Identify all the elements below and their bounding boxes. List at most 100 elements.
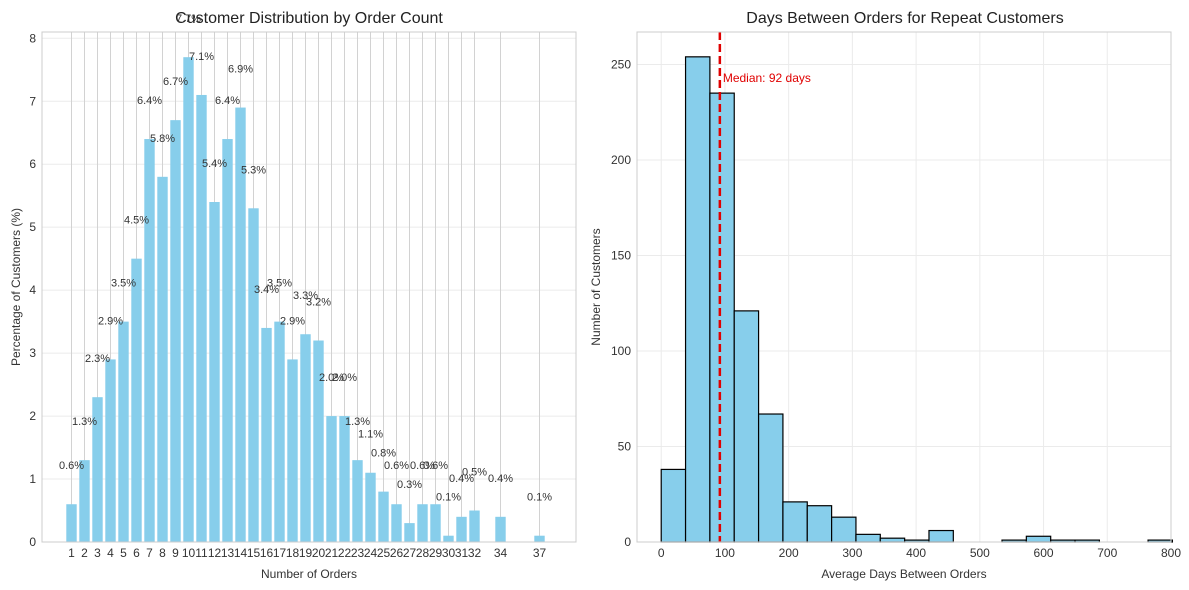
chart1-bar-label: 2.3% bbox=[85, 353, 110, 365]
chart1-bar-label: 2.9% bbox=[98, 315, 123, 327]
chart2-hist-bar bbox=[733, 310, 760, 543]
chart1-bar bbox=[261, 327, 272, 542]
chart1-bar-label: 0.6% bbox=[59, 460, 84, 472]
chart1-bar-label: 5.3% bbox=[241, 164, 266, 176]
chart1-y-tick-label: 8 bbox=[29, 31, 36, 45]
chart1-bar-label: 0.5% bbox=[462, 467, 487, 479]
chart1-bar bbox=[144, 139, 155, 542]
chart2-y-tick-label: 50 bbox=[618, 439, 632, 453]
chart1-x-tick-label: 19 bbox=[299, 546, 313, 560]
chart1-bar bbox=[157, 176, 168, 542]
chart2-hist-bar bbox=[855, 533, 881, 543]
chart2-hist-bar bbox=[1025, 535, 1052, 543]
chart1-bar-label: 2.0% bbox=[319, 372, 344, 384]
chart1-x-tick-label: 25 bbox=[377, 546, 391, 560]
chart2-x-tick-label: 800 bbox=[1161, 546, 1181, 560]
chart1-x-tick-label: 12 bbox=[208, 546, 222, 560]
chart1-x-tick-label: 13 bbox=[221, 546, 235, 560]
chart1-title: Customer Distribution by Order Count bbox=[175, 10, 443, 27]
chart2-x-tick-label: 600 bbox=[1034, 546, 1054, 560]
chart1-x-ticks: 1 2 3 4 5 6 7 8 9 10 11 12 13 14 15 16 17 18 19 20 21 22 23 24 2… bbox=[68, 546, 546, 560]
chart1-y-label: Percentage of Customers (%) bbox=[9, 208, 23, 366]
chart1-bar-label: 0.4% bbox=[449, 473, 474, 485]
chart1-bar bbox=[300, 334, 311, 542]
chart1-x-tick-label: 28 bbox=[416, 546, 430, 560]
chart1-x-tick-label: 8 bbox=[159, 546, 166, 560]
chart2-title: Days Between Orders for Repeat Customers bbox=[746, 10, 1063, 27]
chart1-bar-label: 6.4% bbox=[215, 95, 240, 107]
chart1-x-tick-label: 16 bbox=[260, 546, 274, 560]
chart1-bar bbox=[118, 321, 129, 542]
chart1-bar-label: 3.3% bbox=[293, 290, 318, 302]
chart1-y-tick-label: 0 bbox=[29, 535, 36, 549]
chart1-y-tick-label: 3 bbox=[29, 346, 36, 360]
chart1-x-tick-label: 37 bbox=[533, 546, 547, 560]
chart1-y-tick-label: 4 bbox=[29, 283, 36, 297]
chart2-hist-bar bbox=[757, 413, 784, 543]
chart1-x-tick-label: 3 bbox=[94, 546, 101, 560]
chart2-x-tick-label: 400 bbox=[906, 546, 926, 560]
chart1-bar-label: 3.4% bbox=[254, 284, 279, 296]
chart1-bar bbox=[469, 510, 480, 542]
chart2-hist-bar bbox=[806, 505, 833, 543]
chart1-x-tick-label: 15 bbox=[247, 546, 261, 560]
chart1-x-tick-label: 7 bbox=[146, 546, 153, 560]
chart2-hist-bar bbox=[660, 468, 687, 543]
chart1-x-tick-label: 20 bbox=[312, 546, 326, 560]
chart2-x-ticks: 0 100 200 300 400 500 600 700 800 bbox=[658, 546, 1181, 560]
chart2-x-tick-label: 0 bbox=[658, 546, 665, 560]
chart2-y-tick-label: 100 bbox=[611, 344, 631, 358]
chart1-x-tick-label: 2 bbox=[81, 546, 88, 560]
chart2-x-tick-label: 300 bbox=[842, 546, 862, 560]
chart1-frame bbox=[41, 31, 577, 543]
chart1-bar bbox=[417, 504, 428, 542]
chart1-bar-label: 3.2% bbox=[306, 297, 331, 309]
chart1-bar bbox=[131, 258, 142, 542]
chart1-bar bbox=[274, 321, 285, 542]
chart1-bar-label: 0.6% bbox=[423, 460, 448, 472]
chart1-bar-label: 1.1% bbox=[358, 429, 383, 441]
chart1-x-tick-label: 17 bbox=[273, 546, 287, 560]
chart1-x-tick-label: 32 bbox=[468, 546, 482, 560]
chart2-x-tick-label: 700 bbox=[1097, 546, 1117, 560]
chart1-bar-label: 3.5% bbox=[267, 278, 292, 290]
days-between-orders-chart: Days Between Orders for Repeat Customers… bbox=[589, 10, 1181, 581]
chart1-bar bbox=[495, 516, 506, 542]
chart1-bar bbox=[378, 491, 389, 542]
chart1-bar-label: 2.0% bbox=[332, 372, 357, 384]
chart1-bar bbox=[456, 516, 467, 542]
chart1-x-tick-label: 18 bbox=[286, 546, 300, 560]
chart1-x-tick-label: 21 bbox=[325, 546, 339, 560]
chart1-x-tick-label: 31 bbox=[455, 546, 469, 560]
chart1-bar bbox=[404, 523, 415, 542]
chart2-x-tick-label: 200 bbox=[779, 546, 799, 560]
chart1-bar-label: 0.4% bbox=[488, 473, 513, 485]
chart2-x-tick-label: 100 bbox=[715, 546, 735, 560]
chart2-hist-bar bbox=[782, 501, 808, 543]
chart1-bar-label: 0.8% bbox=[371, 448, 396, 460]
chart1-y-tick-label: 1 bbox=[29, 472, 36, 486]
chart1-bar bbox=[339, 416, 350, 542]
chart1-bar-label: 7.1% bbox=[189, 51, 214, 63]
chart2-y-label: Number of Customers bbox=[589, 228, 603, 345]
chart1-bar bbox=[235, 107, 246, 543]
chart1-bar bbox=[105, 359, 116, 542]
chart1-y-tick-label: 5 bbox=[29, 220, 36, 234]
chart1-bar-label: 5.8% bbox=[150, 133, 175, 145]
chart1-x-tick-label: 22 bbox=[338, 546, 352, 560]
chart2-hist-bar bbox=[709, 92, 735, 543]
chart1-bar-label: 1.3% bbox=[345, 416, 370, 428]
chart1-x-tick-label: 24 bbox=[364, 546, 378, 560]
order-count-chart: Customer Distribution by Order Count 0.6… bbox=[9, 10, 577, 581]
chart1-y-tick-label: 2 bbox=[29, 409, 36, 423]
chart1-bar bbox=[209, 202, 220, 542]
chart1-bar-label: 5.4% bbox=[202, 158, 227, 170]
chart1-bar-label: 4.5% bbox=[124, 215, 149, 227]
chart1-y-tick-label: 7 bbox=[29, 94, 36, 108]
chart2-x-tick-label: 500 bbox=[970, 546, 990, 560]
chart1-x-tick-label: 6 bbox=[133, 546, 140, 560]
chart1-bar-label: 0.1% bbox=[436, 492, 461, 504]
chart1-y-ticks: 0 1 2 3 4 5 6 7 8 bbox=[29, 31, 36, 549]
chart1-bar bbox=[443, 535, 454, 542]
